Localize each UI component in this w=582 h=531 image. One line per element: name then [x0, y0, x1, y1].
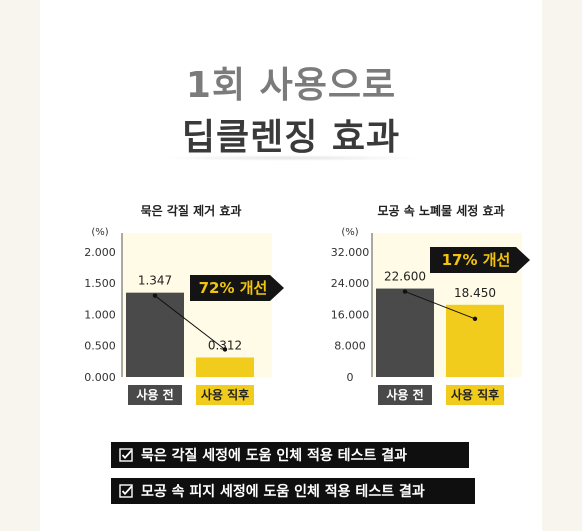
trend-point-before [152, 293, 158, 298]
trend-line [404, 291, 476, 320]
headline-line-1: 1회 사용으로 [185, 65, 397, 106]
check-row-1: 묵은 각질 세정에 도움 인체 적용 테스트 결과 [111, 442, 469, 468]
data-label: 1.347 [138, 274, 172, 288]
improvement-label: 17% 개선 [442, 251, 511, 269]
category-label: 사용 직후 [451, 387, 499, 402]
data-label: 0.312 [208, 338, 242, 352]
y-tick-label: 0.000 [84, 371, 116, 384]
y-tick-label: 0 [347, 371, 354, 384]
bar-after [196, 357, 254, 377]
category-badge-before [128, 385, 182, 405]
y-tick-label: 0.500 [84, 340, 116, 353]
check-text-1: 묵은 각질 세정에 도움 인체 적용 테스트 결과 [141, 448, 407, 464]
chart-title: 모공 속 노폐물 세정 효과 [377, 203, 504, 218]
data-label: 22.600 [384, 270, 426, 284]
bar-before [376, 288, 434, 377]
category-badge-after [446, 385, 504, 405]
headline-shadow [160, 155, 422, 161]
y-tick-label: 24.000 [331, 277, 370, 290]
category-badge-after [196, 385, 254, 405]
chart-title: 묵은 각질 제거 효과 [141, 203, 242, 218]
improvement-label: 72% 개선 [199, 279, 268, 297]
chart-exfoliation: 묵은 각질 제거 효과 (%) 0.000 0.500 1.000 1.500 2.000 1… [84, 203, 284, 405]
trend-point-after [472, 316, 478, 322]
checkbox-icon [119, 484, 133, 498]
y-tick-label: 1.500 [84, 277, 116, 290]
category-label: 사용 전 [386, 387, 423, 402]
y-axis-unit: (%) [91, 227, 108, 238]
y-tick-label: 8.000 [334, 340, 366, 353]
bar-after [446, 304, 504, 377]
improvement-arrow [430, 247, 530, 273]
category-badge-before [378, 385, 432, 405]
chart-pore-cleansing: 모공 속 노폐물 세정 효과 (%) 0 8.000 16.000 24.000 32.00… [331, 203, 530, 405]
check-row-2: 모공 속 피지 세정에 도움 인체 적용 테스트 결과 [111, 478, 475, 504]
checkbox-icon [119, 448, 133, 462]
y-tick-label: 32.000 [331, 246, 370, 259]
bar-before [126, 292, 184, 377]
y-tick-label: 1.000 [84, 308, 116, 321]
y-tick-label: 2.000 [84, 246, 116, 259]
trend-point-before [402, 289, 408, 294]
y-tick-label: 16.000 [331, 308, 370, 321]
category-label: 사용 전 [136, 387, 173, 402]
check-text-2: 모공 속 피지 세정에 도움 인체 적용 테스트 결과 [141, 484, 425, 500]
headline-line-2: 딥클렌징 효과 [181, 117, 401, 158]
data-label: 18.450 [454, 286, 496, 300]
y-axis-unit: (%) [341, 227, 358, 238]
improvement-arrow [190, 275, 284, 301]
trend-line [154, 295, 226, 350]
trend-point-after [222, 347, 228, 352]
category-label: 사용 직후 [201, 387, 249, 402]
